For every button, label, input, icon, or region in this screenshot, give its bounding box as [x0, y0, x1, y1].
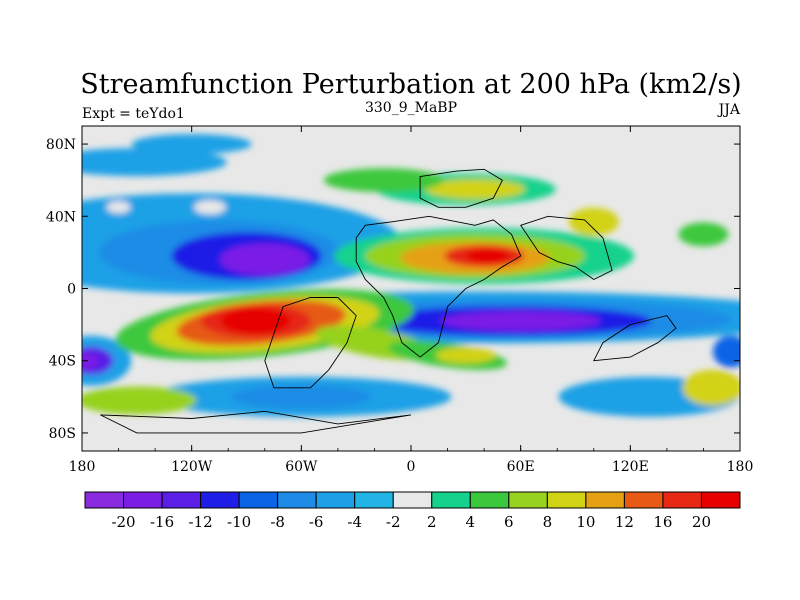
colorbar-swatch: [431, 491, 471, 509]
contour-region: [82, 386, 197, 415]
colorbar-label: -8: [270, 513, 285, 531]
season-label: JJA: [717, 102, 741, 118]
contour-region: [465, 249, 510, 263]
colorbar-swatch: [700, 491, 741, 509]
colorbar-swatch: [200, 491, 240, 509]
coastline: [100, 410, 412, 434]
coastline: [593, 315, 677, 362]
colorbar-swatch: [84, 491, 125, 509]
contour-region: [440, 311, 601, 331]
contour-region: [712, 335, 740, 368]
colorbar-swatch: [123, 491, 163, 509]
colorbar-swatch: [277, 491, 317, 509]
chart-title: Streamfunction Perturbation at 200 hPa (…: [80, 69, 741, 100]
y-tick-label: 0: [67, 282, 76, 298]
colorbar-swatch: [315, 491, 356, 509]
colorbar-label: -10: [227, 513, 251, 531]
y-tick-label: 80N: [46, 137, 76, 153]
contour-region: [82, 148, 227, 177]
y-tick-label: 40N: [46, 209, 76, 225]
colorbar-label: 8: [543, 513, 553, 531]
map-plot: [82, 126, 740, 451]
colorbar-swatch: [354, 491, 394, 509]
colorbar-label: 4: [466, 513, 476, 531]
colorbar-swatch: [623, 491, 664, 509]
coastline: [264, 297, 357, 389]
colorbar: -20 -16 -12 -10 -8 -6 -4 -2 2 4 6 8 10 12 16 20: [84, 491, 741, 531]
colorbar-label: 16: [653, 513, 672, 531]
colorbar-swatch: [585, 491, 625, 509]
colorbar-label: 12: [615, 513, 634, 531]
contour-fill-layer: [82, 134, 740, 417]
colorbar-swatch: [662, 491, 702, 509]
coastline: [355, 215, 522, 358]
colorbar-swatch: [238, 491, 279, 509]
colorbar-label: -2: [386, 513, 401, 531]
x-tick-label: 180: [727, 459, 754, 475]
coastline: [519, 215, 613, 281]
contour-region: [106, 201, 131, 214]
x-tick-label: 60W: [285, 459, 318, 475]
x-tick-label: 120E: [612, 459, 649, 475]
contour-region: [435, 347, 496, 364]
x-tick-label: 60E: [507, 459, 535, 475]
x-tick-label: 0: [407, 459, 416, 475]
y-tick-label: 40S: [49, 354, 76, 370]
colorbar-label: 6: [504, 513, 514, 531]
x-axis: 180 120W 60W 0 60E 120E 180: [69, 126, 754, 475]
contour-region: [568, 207, 619, 236]
colorbar-swatch: [469, 491, 510, 509]
x-tick-label: 120W: [171, 459, 213, 475]
contour-region: [231, 384, 372, 409]
contour-region: [678, 222, 729, 247]
contour-region: [219, 243, 310, 276]
experiment-label: Expt = teYdo1: [82, 106, 185, 122]
contour-region: [220, 308, 291, 334]
contour-region: [682, 369, 740, 406]
colorbar-swatch: [546, 491, 587, 509]
x-tick-label: 180: [69, 459, 96, 475]
colorbar-swatch: [161, 491, 202, 509]
colorbar-label: 2: [427, 513, 437, 531]
y-tick-label: 80S: [49, 426, 76, 442]
contour-region: [323, 168, 444, 193]
contour-region: [82, 352, 98, 369]
coastline-layer: [100, 168, 677, 434]
contour-region: [193, 200, 226, 215]
period-label: 330_9_MaBP: [365, 100, 457, 116]
colorbar-swatch: [392, 491, 433, 509]
contour-region: [131, 134, 252, 155]
colorbar-label: 20: [692, 513, 711, 531]
colorbar-swatch: [508, 491, 548, 509]
colorbar-label: -12: [189, 513, 213, 531]
colorbar-label: -20: [111, 513, 135, 531]
colorbar-label: -16: [150, 513, 174, 531]
y-axis: 80N 40N 0 40S 80S: [46, 137, 740, 442]
colorbar-label: -6: [309, 513, 324, 531]
coastline: [419, 168, 503, 208]
colorbar-label: 10: [576, 513, 595, 531]
colorbar-label: -4: [347, 513, 362, 531]
